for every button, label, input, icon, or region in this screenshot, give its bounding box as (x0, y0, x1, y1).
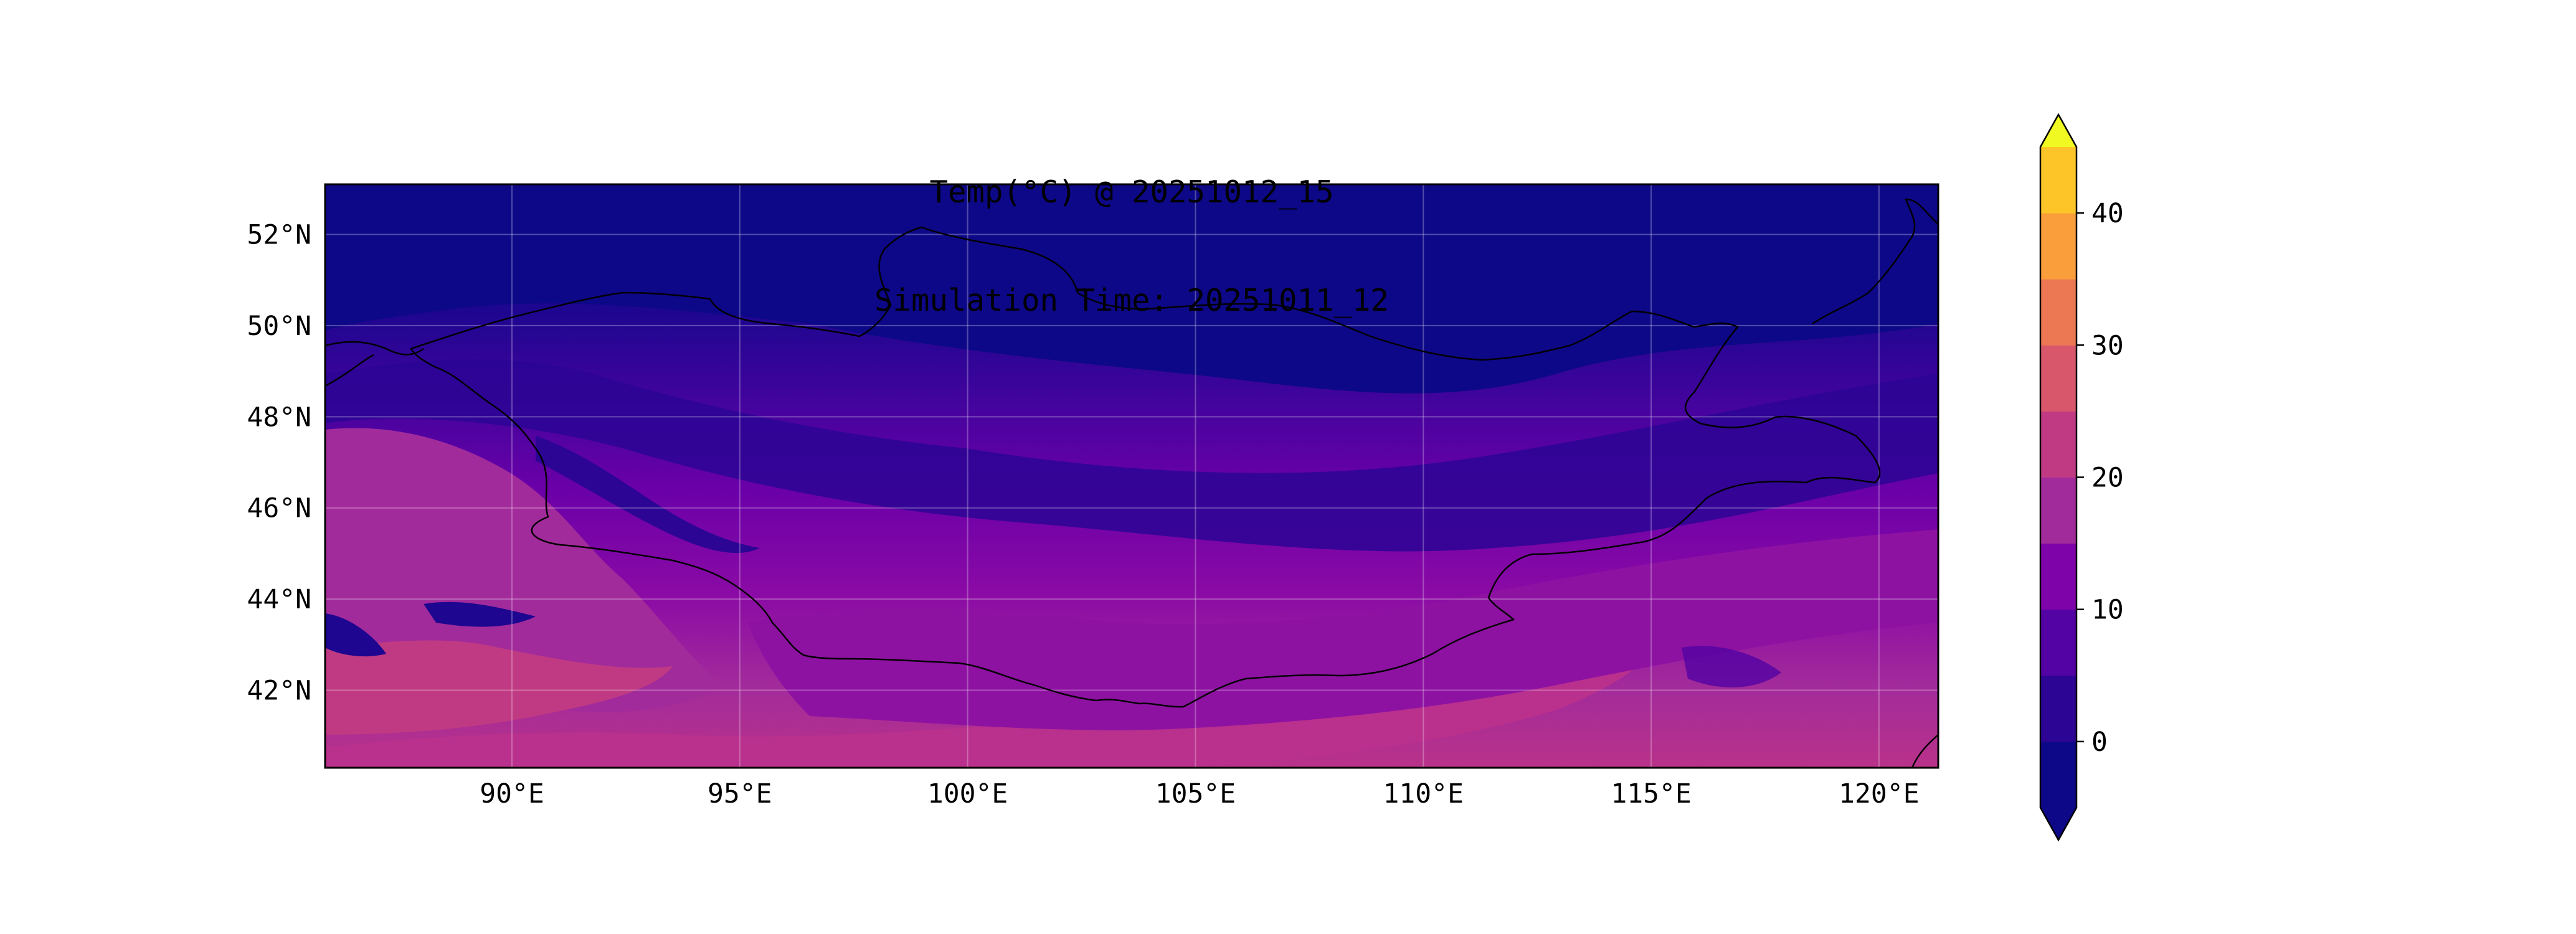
y-tick-label: 44°N (247, 584, 311, 615)
colorbar-band (2040, 213, 2076, 280)
x-tick-label: 100°E (927, 778, 1008, 809)
cool-region-central (325, 359, 1938, 552)
y-tick-label: 50°N (247, 311, 311, 342)
colorbar-band (2040, 345, 2076, 412)
y-tick-label: 52°N (247, 220, 311, 251)
y-axis: 52°N 50°N 48°N 46°N 44°N 42°N (247, 220, 311, 707)
x-tick-label: 90°E (480, 778, 544, 809)
x-tick-label: 95°E (708, 778, 772, 809)
colorbar-outline (2039, 113, 2078, 842)
colorbar-tick-label: 30 (2091, 330, 2124, 361)
china-russia-border-east (1812, 198, 1938, 325)
warm-region-gobi (747, 529, 1938, 730)
colorbar-tick-label: 0 (2091, 727, 2108, 758)
china-korea-border (1911, 734, 1938, 768)
colorbar-band (2040, 411, 2076, 478)
x-tick-label: 115°E (1611, 778, 1691, 809)
colorbar: 0 10 20 30 40 (2039, 113, 2124, 842)
colorbar-tick-label: 20 (2091, 463, 2124, 494)
colorbar-band (2040, 147, 2076, 214)
colorbar-extend-min (2040, 808, 2076, 840)
colorbar-tick-label: 10 (2091, 595, 2124, 626)
x-axis: 90°E 95°E 100°E 105°E 110°E 115°E 120°E (480, 778, 1919, 809)
x-tick-label: 110°E (1383, 778, 1464, 809)
y-tick-label: 42°N (247, 676, 311, 707)
y-tick-label: 48°N (247, 402, 311, 433)
x-tick-label: 105°E (1155, 778, 1236, 809)
cold-streak-altai (536, 436, 760, 554)
colorbar-band (2040, 477, 2076, 544)
west-border-fragment (325, 354, 374, 387)
colorbar-tick-label: 40 (2091, 198, 2124, 229)
temperature-field (325, 184, 1938, 768)
hot-region-southwest (325, 640, 673, 735)
borders (325, 198, 1938, 768)
y-tick-label: 46°N (247, 493, 311, 524)
title-line-1: Temp(°C) @ 20251012_15 (929, 174, 1334, 210)
cold-patch-east (1682, 646, 1781, 687)
title-line-2: Simulation Time: 20251011_12 (874, 283, 1389, 318)
colorbar-band (2040, 543, 2076, 610)
gridlines (325, 184, 1938, 768)
map-panel: 90°E 95°E 100°E 105°E 110°E 115°E 120°E 52°N 50… (247, 183, 1939, 809)
cold-streak-west-edge (325, 613, 386, 657)
colorbar-extend-max (2040, 115, 2076, 147)
kazakhstan-border (325, 341, 424, 356)
cold-streak-tianshan (424, 601, 536, 627)
colorbar-band (2040, 609, 2076, 676)
figure-title: Temp(°C) @ 20251012_15 Simulation Time: … (325, 102, 1938, 355)
x-tick-label: 120°E (1839, 778, 1919, 809)
hot-region-south (325, 615, 1659, 768)
colorbar-band (2040, 675, 2076, 742)
map-frame (324, 183, 1939, 769)
colorbar-band (2040, 741, 2076, 808)
mongolia-border (410, 226, 1881, 708)
colorbar-band (2040, 279, 2076, 346)
cold-region-north (325, 184, 1938, 394)
